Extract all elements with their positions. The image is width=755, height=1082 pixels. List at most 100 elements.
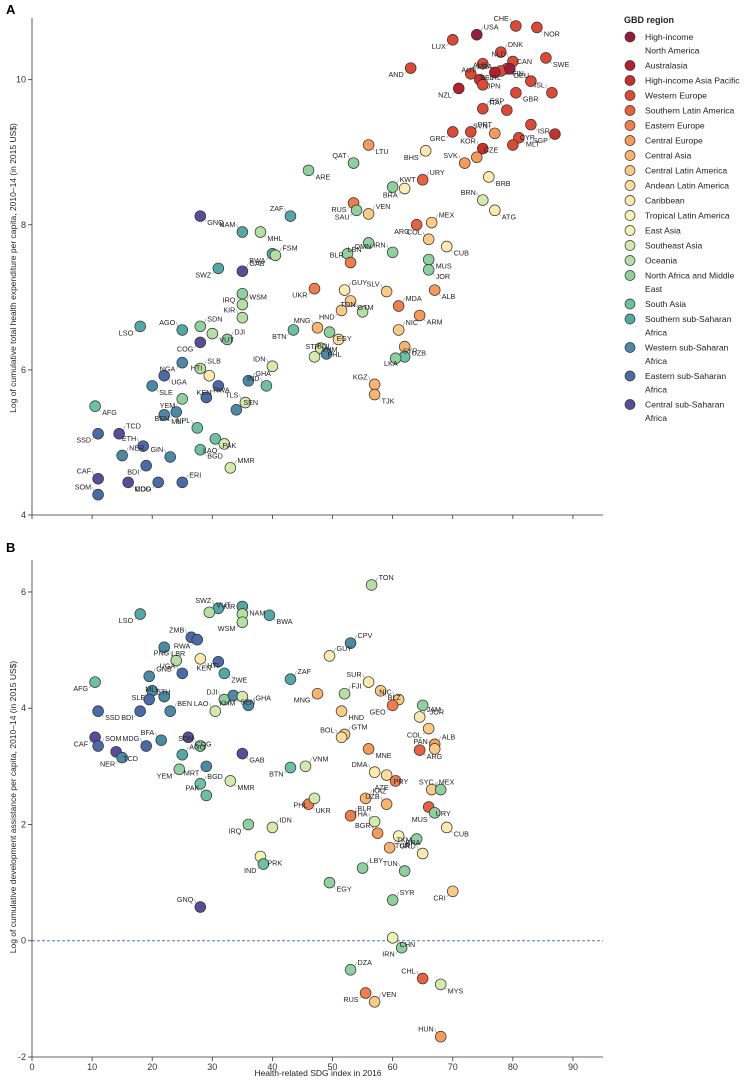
leader-line xyxy=(158,688,161,694)
point-label-wsm: WSM xyxy=(249,293,267,302)
data-point-irl xyxy=(477,79,489,91)
data-point-col xyxy=(422,233,435,246)
leader-line xyxy=(486,76,489,82)
point-label-syc: SYC xyxy=(419,778,434,787)
panel-a-ticks: 4 6 8 10 xyxy=(16,75,574,520)
data-point-syc xyxy=(434,783,447,796)
point-label-uzb: UZB xyxy=(412,349,427,358)
data-point-ven xyxy=(362,208,375,220)
point-label-eth: ETH xyxy=(156,688,170,697)
point-label-gbr: GBR xyxy=(523,95,539,104)
panel-a: A Log of cumulative total health expendi… xyxy=(6,2,603,520)
legend-label: Central Latin America xyxy=(645,166,727,176)
data-point-guy xyxy=(323,650,336,662)
point-label-syr: SYR xyxy=(403,346,418,355)
point-label-atg: ATG xyxy=(502,212,517,221)
point-label-caf: CAF xyxy=(77,467,92,476)
data-point-afg xyxy=(89,676,101,688)
point-label-and: AND xyxy=(388,70,403,79)
point-label-che: CHE xyxy=(494,14,509,23)
point-label-jam: JAM xyxy=(427,705,441,714)
legend-label: Australasia xyxy=(645,61,688,71)
panel-b-points xyxy=(89,579,459,1043)
legend-swatch xyxy=(624,105,636,116)
data-point-arg xyxy=(410,219,423,231)
point-label-dma: DMA xyxy=(352,760,368,769)
point-label-blr: BLR xyxy=(330,251,344,260)
point-label-lka: LKA xyxy=(384,359,398,368)
point-label-gtm: GTM xyxy=(352,722,368,731)
data-point-jor xyxy=(422,264,435,276)
leader-line xyxy=(378,993,381,999)
data-point-kaz xyxy=(359,792,372,805)
data-point-vut xyxy=(203,606,216,619)
point-label-cpv: CPV xyxy=(358,631,373,640)
data-point-slv xyxy=(380,285,393,298)
leader-line xyxy=(176,321,179,328)
data-point-dnk xyxy=(495,46,507,58)
point-label-mmr: MMR xyxy=(237,456,254,465)
point-label-aut: AUT xyxy=(461,66,476,75)
point-label-jpn: JPN xyxy=(487,82,501,91)
point-label-gnq: GNQ xyxy=(207,218,224,227)
data-point-uga xyxy=(176,667,189,680)
data-point-ury xyxy=(416,174,429,186)
data-point-ssd xyxy=(92,705,104,717)
legend-swatch xyxy=(624,75,636,86)
point-label-chl: CHL xyxy=(401,967,415,976)
data-point-pak xyxy=(209,433,222,445)
point-label-lbn: LBN xyxy=(348,245,362,254)
data-point-tcd xyxy=(113,427,125,440)
leader-line xyxy=(194,737,197,744)
leader-line xyxy=(435,781,438,787)
leader-line xyxy=(191,419,194,426)
leader-line xyxy=(246,263,249,269)
leader-line xyxy=(309,758,312,764)
data-point-bra xyxy=(398,182,411,195)
point-label-kaz: KAZ xyxy=(373,786,388,795)
leader-line xyxy=(402,297,405,304)
legend-label: Oceania xyxy=(645,256,677,266)
legend-item: Tropical Latin America xyxy=(624,210,730,221)
legend-swatch xyxy=(624,255,636,266)
legend-label: Africa xyxy=(645,328,667,338)
point-label-gtm: GTM xyxy=(358,303,374,312)
point-label-nor: NOR xyxy=(544,29,560,38)
point-label-cze: CZE xyxy=(484,145,499,154)
point-label-mex: MEX xyxy=(439,778,455,787)
point-label-mli: MLI xyxy=(171,417,183,426)
data-point-ven xyxy=(368,996,381,1008)
x-tick-label: 90 xyxy=(568,1062,578,1072)
point-label-cog: COG xyxy=(177,344,194,353)
data-point-blz xyxy=(374,685,387,697)
data-point-cpv xyxy=(344,637,357,649)
point-label-btn: BTN xyxy=(269,770,283,779)
point-label-afg: AFG xyxy=(102,408,117,417)
point-label-gnb: GNB xyxy=(156,664,172,673)
legend-label: East Asia xyxy=(645,226,681,236)
data-point-dza xyxy=(344,964,357,976)
leader-line xyxy=(260,377,263,383)
y-tick-label: 10 xyxy=(16,75,26,85)
point-label-mus: MUS xyxy=(436,262,452,271)
data-point-btn xyxy=(287,324,300,336)
legend-items: High-income North America Australasia High-… xyxy=(624,31,740,423)
leader-line xyxy=(474,65,477,71)
leader-line xyxy=(392,691,395,697)
data-point-tha xyxy=(368,815,381,828)
data-point-ken xyxy=(212,380,225,392)
legend-swatch xyxy=(624,210,636,221)
data-point-tkm xyxy=(383,841,396,854)
data-point-cod xyxy=(122,476,134,489)
legend-swatch xyxy=(624,31,636,43)
data-point-png xyxy=(170,654,183,667)
leader-line xyxy=(125,447,129,453)
point-label-sur: SUR xyxy=(346,670,361,679)
leader-line xyxy=(362,673,365,680)
leader-line xyxy=(434,781,437,787)
panel-b-leader-lines xyxy=(88,576,453,1034)
point-label-idn: IDN xyxy=(279,815,291,824)
legend-swatch xyxy=(624,195,636,206)
data-point-arm xyxy=(413,309,426,322)
point-label-bwa: BWA xyxy=(249,256,265,265)
